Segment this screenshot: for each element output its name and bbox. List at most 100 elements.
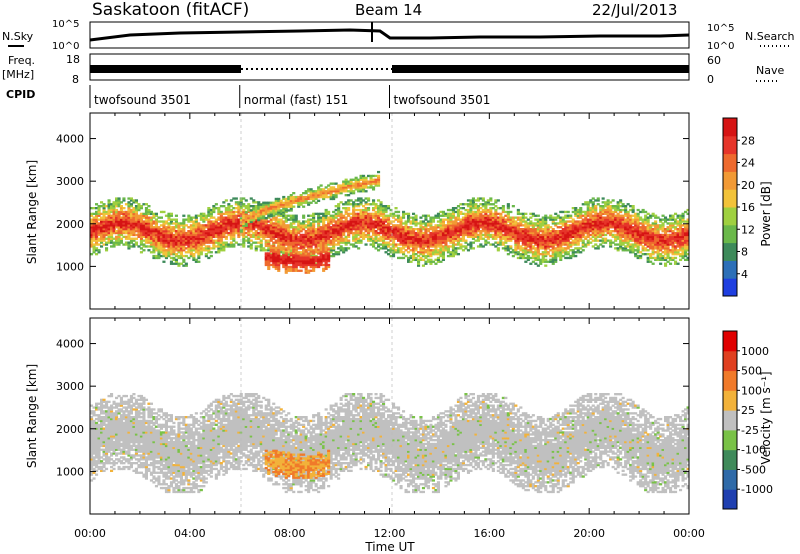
heatmap-cell [322, 218, 326, 221]
heatmap-cell [162, 233, 166, 237]
cpid-segment-label: normal (fast) 151 [244, 93, 348, 107]
heatmap-cell [347, 224, 351, 227]
heatmap-cell [549, 235, 553, 239]
heatmap-cell [337, 208, 341, 212]
heatmap-cell [374, 222, 378, 225]
heatmap-cell [259, 209, 263, 212]
heatmap-cell [684, 233, 688, 237]
heatmap-cell [626, 218, 630, 221]
heatmap-cell [424, 245, 428, 248]
heatmap-cell [609, 210, 613, 214]
heatmap-cell [606, 220, 610, 223]
heatmap-cell [269, 211, 273, 214]
heatmap-cell [95, 237, 99, 240]
heatmap-cell [259, 203, 263, 206]
heatmap-cell [327, 210, 331, 214]
heatmap-cell [387, 241, 391, 244]
heatmap-cell [139, 226, 143, 229]
heatmap-cell [97, 226, 101, 229]
heatmap-cell [674, 256, 678, 260]
heatmap-cell [324, 233, 328, 237]
heatmap-cell [339, 212, 343, 216]
heatmap-cell [117, 214, 121, 217]
heatmap-cell [147, 216, 151, 219]
heatmap-cell [367, 226, 371, 229]
heatmap-cell [664, 230, 668, 233]
heatmap-cell [399, 251, 403, 254]
heatmap-cell [147, 212, 151, 216]
heatmap-cell [636, 256, 640, 260]
heatmap-cell [154, 256, 158, 260]
heatmap-cell [639, 239, 643, 242]
heatmap-cell [302, 247, 306, 250]
heatmap-cell [177, 254, 181, 258]
heatmap-cell [127, 201, 131, 204]
heatmap-cell [501, 228, 505, 231]
heatmap-cell [169, 235, 173, 239]
heatmap-cell [272, 224, 276, 227]
heatmap-cell [486, 233, 490, 237]
heatmap-cell [431, 251, 435, 254]
heatmap-cell [314, 247, 318, 250]
heatmap-cell [307, 230, 311, 233]
heatmap-cell [556, 243, 560, 246]
heatmap-cell [234, 210, 238, 214]
heatmap-cell [192, 230, 196, 233]
heatmap-cell [222, 243, 226, 246]
heatmap-cell [516, 253, 520, 256]
heatmap-cell [282, 205, 286, 208]
heatmap-cell [616, 228, 620, 231]
heatmap-cell [139, 247, 143, 250]
heatmap-cell [609, 224, 613, 227]
heatmap-cell [287, 214, 291, 217]
heatmap-cell [299, 226, 303, 229]
heatmap-cell [164, 233, 168, 237]
heatmap-cell [269, 228, 273, 231]
heatmap-cell [546, 226, 550, 229]
heatmap-cell [157, 231, 161, 235]
heatmap-cell [244, 220, 248, 223]
heatmap-cell [559, 251, 563, 254]
heatmap-cell [144, 216, 148, 219]
heatmap-cell [596, 212, 600, 216]
heatmap-cell [139, 233, 143, 237]
heatmap-cell [439, 218, 443, 221]
heatmap-cell [224, 220, 228, 223]
heatmap-cell [464, 239, 468, 242]
heatmap-cell [167, 253, 171, 256]
heatmap-cell [469, 245, 473, 248]
heatmap-cell [387, 253, 391, 256]
heatmap-cell [417, 262, 421, 265]
heatmap-cell [574, 228, 578, 231]
heatmap-cell [669, 235, 673, 239]
heatmap-cell [451, 254, 455, 258]
heatmap-cell [494, 208, 498, 212]
heatmap-cell [199, 226, 203, 229]
heatmap-cell [634, 226, 638, 229]
heatmap-cell [626, 230, 630, 233]
heatmap-cell [357, 228, 361, 231]
heatmap-cell [419, 235, 423, 239]
heatmap-cell [157, 254, 161, 258]
heatmap-cell [252, 218, 256, 222]
heatmap-cell [684, 253, 688, 256]
heatmap-cell [634, 228, 638, 231]
heatmap-cell [436, 216, 440, 219]
heatmap-cell [499, 222, 503, 225]
heatmap-cell [514, 247, 518, 250]
heatmap-cell [257, 237, 261, 240]
heatmap-cell [421, 237, 425, 240]
heatmap-cell [526, 241, 530, 244]
heatmap-cell [317, 220, 321, 223]
heatmap-cell [506, 249, 510, 252]
heatmap-cell [242, 230, 246, 233]
heatmap-cell [294, 226, 298, 229]
heatmap-cell [289, 243, 293, 246]
heatmap-cell [609, 233, 613, 237]
heatmap-cell [324, 226, 328, 229]
heatmap-cell [209, 222, 213, 225]
heatmap-cell [419, 253, 423, 256]
heatmap-cell [636, 243, 640, 246]
heatmap-cell [407, 220, 411, 223]
heatmap-cell [284, 220, 288, 223]
